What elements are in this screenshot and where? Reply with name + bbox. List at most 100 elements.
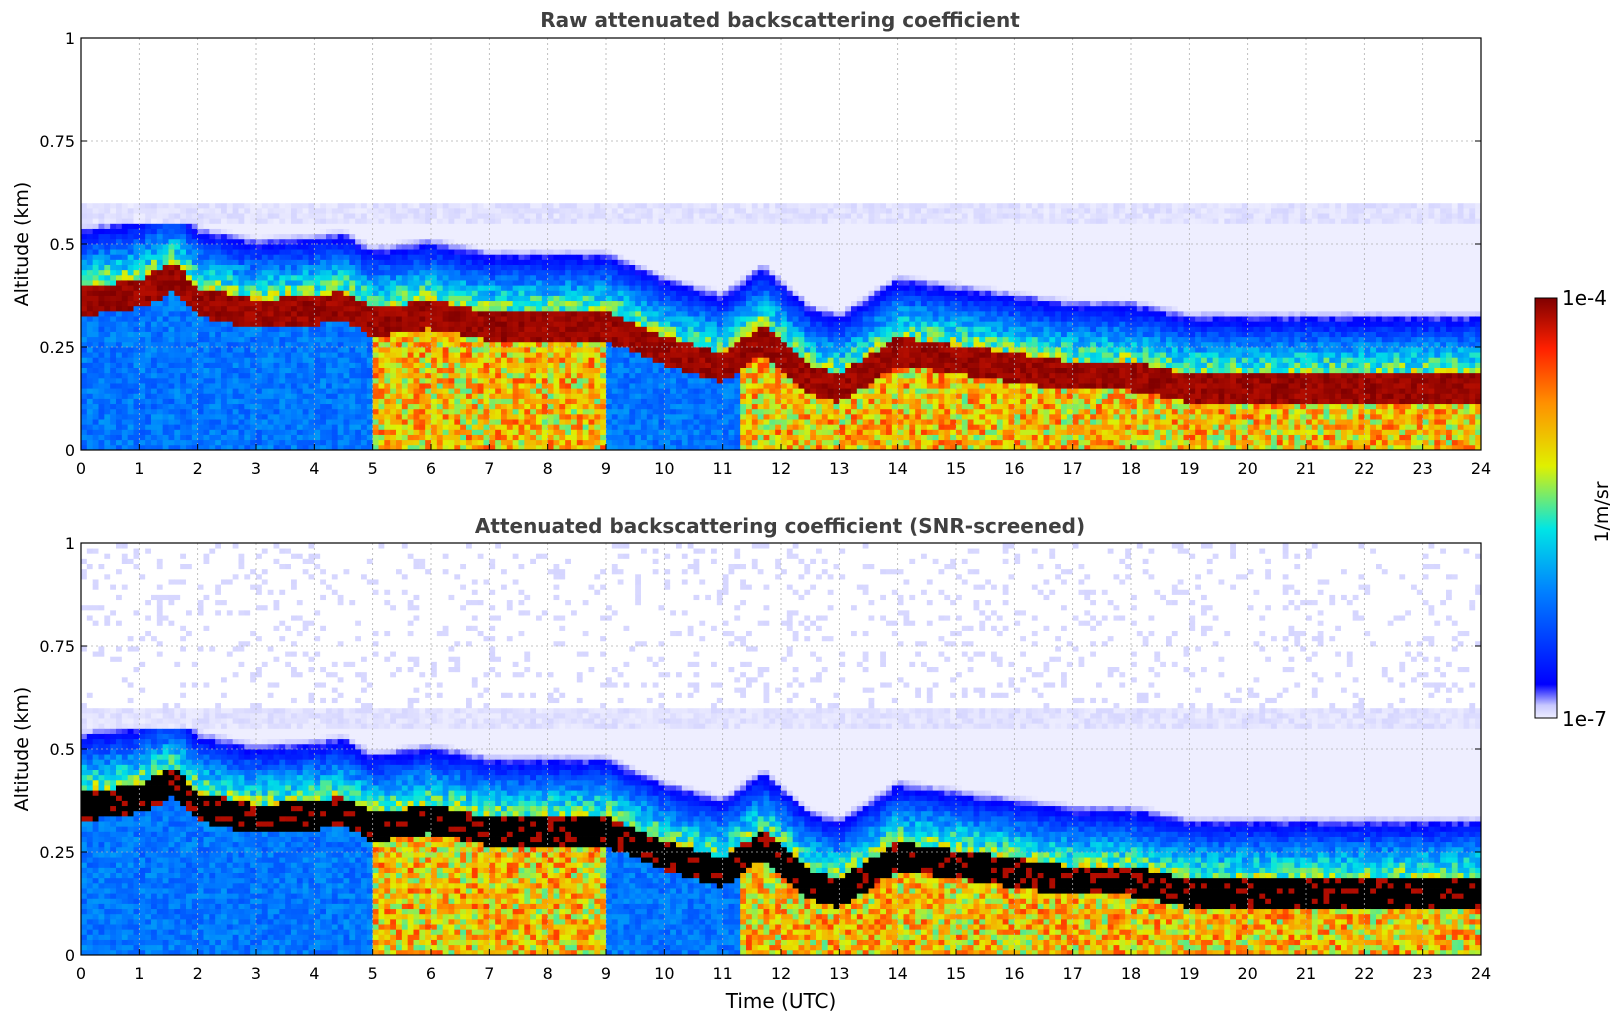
heatmap-cell [267, 74, 274, 80]
heatmap-cell [116, 197, 123, 204]
heatmap-cell [390, 151, 397, 157]
heatmap-cell [145, 413, 152, 420]
heatmap-cell [209, 182, 216, 188]
heatmap-cell [355, 151, 362, 157]
heatmap-cell [151, 151, 158, 157]
heatmap-cell [226, 444, 234, 451]
heatmap-cell [250, 357, 257, 363]
heatmap-cell [431, 331, 438, 338]
heatmap-cell [162, 187, 169, 193]
heatmap-cell [250, 187, 257, 193]
heatmap-cell [366, 177, 374, 183]
heatmap-cell [151, 383, 158, 389]
heatmap-cell [250, 393, 257, 399]
heatmap-cell [349, 238, 356, 245]
heatmap-cell [197, 413, 204, 420]
heatmap-cell [151, 424, 158, 430]
heatmap-cell [314, 424, 321, 430]
heatmap-cell [232, 120, 239, 126]
heatmap-cell [174, 84, 181, 90]
heatmap-cell [291, 305, 298, 312]
heatmap-cell [110, 429, 117, 435]
heatmap-cell [279, 413, 286, 420]
heatmap-cell [139, 84, 146, 90]
heatmap-cell [127, 166, 134, 173]
heatmap-cell [133, 383, 140, 389]
heatmap-cell [361, 115, 368, 121]
heatmap-cell [390, 104, 397, 111]
heatmap-cell [308, 290, 315, 296]
heatmap-cell [326, 259, 333, 265]
heatmap-cell [250, 141, 257, 147]
heatmap-cell [197, 372, 204, 379]
heatmap-cell [413, 238, 420, 245]
heatmap-cell [186, 89, 193, 96]
heatmap-cell [366, 38, 374, 44]
heatmap-cell [226, 362, 234, 368]
heatmap-cell [273, 352, 280, 358]
heatmap-cell [279, 213, 286, 219]
heatmap-cell [366, 135, 374, 142]
heatmap-cell [261, 84, 269, 90]
heatmap-cell [256, 38, 263, 44]
heatmap-cell [431, 53, 438, 59]
heatmap-cell [121, 99, 129, 106]
heatmap-cell [238, 207, 245, 214]
heatmap-cell [116, 398, 123, 405]
heatmap-cell [162, 429, 169, 435]
heatmap-cell [116, 89, 123, 96]
heatmap-cell [232, 321, 239, 327]
heatmap-cell [110, 285, 117, 291]
heatmap-cell [413, 377, 420, 384]
heatmap-cell [355, 434, 362, 441]
heatmap-cell [285, 218, 292, 224]
heatmap-cell [378, 99, 385, 106]
heatmap-cell [273, 120, 280, 126]
heatmap-cell [116, 419, 123, 425]
heatmap-cell [162, 310, 169, 317]
heatmap-cell [191, 377, 199, 384]
heatmap-cell [285, 444, 292, 451]
heatmap-cell [407, 192, 414, 199]
heatmap-cell [285, 94, 292, 101]
heatmap-cell [203, 84, 210, 90]
heatmap-cell [238, 166, 245, 173]
heatmap-cell [104, 310, 111, 317]
heatmap-cell [349, 424, 356, 430]
heatmap-cell [180, 444, 187, 451]
heatmap-cell [361, 326, 368, 332]
heatmap-cell [232, 352, 239, 358]
heatmap-cell [256, 99, 263, 106]
heatmap-cell [384, 388, 391, 394]
heatmap-cell [355, 213, 362, 219]
heatmap-cell [326, 398, 333, 405]
heatmap-cell [407, 38, 414, 44]
heatmap-cell [232, 104, 239, 111]
heatmap-cell [215, 141, 222, 147]
heatmap-cell [378, 115, 385, 121]
heatmap-cell [215, 413, 222, 420]
heatmap-cell [121, 197, 129, 204]
heatmap-cell [191, 223, 199, 229]
heatmap-cell [396, 104, 403, 111]
heatmap-cell [221, 89, 228, 96]
heatmap-cell [390, 53, 397, 59]
heatmap-cell [116, 300, 123, 307]
heatmap-cell [151, 347, 158, 353]
heatmap-cell [273, 202, 280, 209]
heatmap-cell [431, 403, 438, 410]
heatmap-cell [121, 141, 129, 147]
heatmap-cell [302, 68, 309, 75]
heatmap-cell [390, 372, 397, 379]
heatmap-cell [419, 223, 426, 229]
heatmap-cell [151, 141, 158, 147]
heatmap-cell [232, 156, 239, 162]
heatmap-cell [156, 274, 164, 281]
heatmap-cell [390, 156, 397, 162]
heatmap-cell [145, 341, 152, 348]
heatmap-cell [343, 125, 350, 132]
heatmap-cell [180, 151, 187, 157]
heatmap-cell [320, 259, 327, 265]
heatmap-cell [244, 53, 251, 59]
heatmap-cell [372, 146, 379, 152]
